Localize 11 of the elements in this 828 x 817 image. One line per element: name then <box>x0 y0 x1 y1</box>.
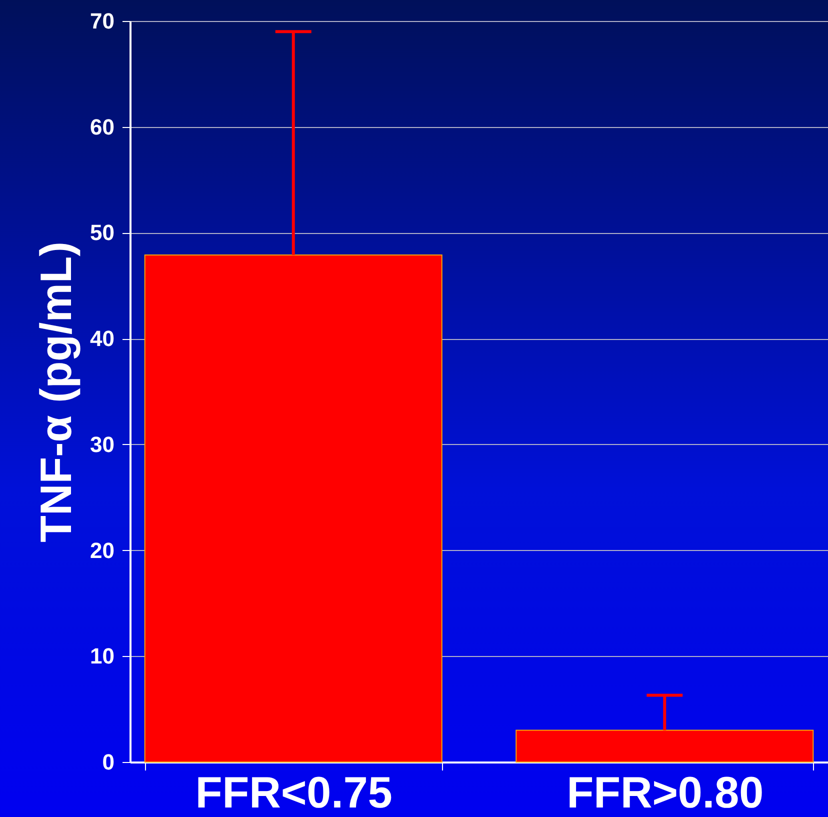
y-tick-label: 40 <box>90 326 114 352</box>
x-tick-label: FFR>0.80 <box>566 768 764 817</box>
y-tick-label: 60 <box>90 114 114 140</box>
y-tick-label: 30 <box>90 432 114 457</box>
y-tick-label: 0 <box>102 750 114 774</box>
y-tick-label: 10 <box>90 644 114 669</box>
y-tick-label: 70 <box>90 8 114 34</box>
x-tick-label: FFR<0.75 <box>195 768 392 817</box>
y-tick-label: 20 <box>90 538 114 563</box>
y-tick-label: 50 <box>90 220 114 246</box>
y-axis-title: TNF-α (pg/mL) <box>32 242 82 542</box>
